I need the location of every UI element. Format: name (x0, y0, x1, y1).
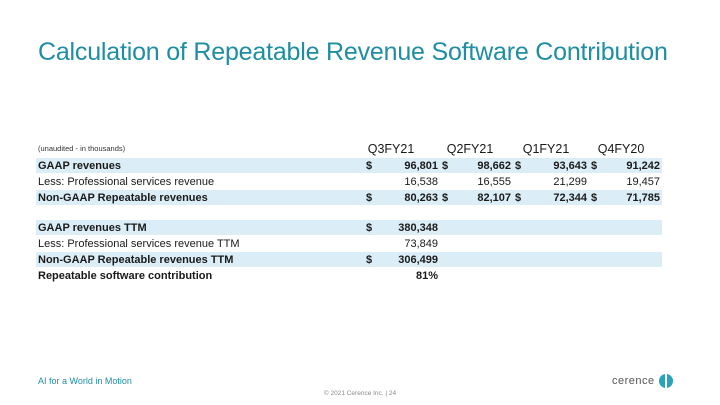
row-label: Repeatable software contribution (38, 270, 213, 282)
cell-value: 380,348 (398, 222, 438, 234)
cell-value: 73,849 (404, 238, 438, 250)
row-label: GAAP revenues (38, 160, 121, 172)
footer-tagline: AI for a World in Motion (38, 376, 132, 386)
row-label: GAAP revenues TTM (38, 222, 147, 234)
cell-value: 306,499 (398, 254, 438, 266)
table-row: Less: Professional services revenue TTM … (36, 236, 662, 252)
cell-value: 98,662 (477, 160, 511, 172)
logo-text: cerence (612, 375, 655, 387)
cell-value: 81% (415, 270, 438, 282)
revenue-table: (unaudited - in thousands) Q3FY21 Q2FY21… (36, 140, 662, 284)
company-logo: cerence (612, 374, 673, 388)
page-title: Calculation of Repeatable Revenue Softwa… (38, 38, 668, 66)
row-label: Non-GAAP Repeatable revenues (38, 192, 208, 204)
cell-value: 96,801 (404, 160, 438, 172)
column-header-q1fy21: Q1FY21 (522, 142, 570, 156)
table-row: GAAP revenues TTM $ 380,348 (36, 220, 662, 236)
cell-value: 16,538 (404, 176, 438, 188)
currency-symbol: $ (442, 192, 449, 204)
cell-value: 93,643 (553, 160, 587, 172)
currency-symbol: $ (442, 160, 449, 172)
cell-value: 71,785 (626, 192, 660, 204)
cell-value: 21,299 (553, 176, 587, 188)
currency-symbol: $ (366, 254, 373, 266)
cell-value: 91,242 (626, 160, 660, 172)
row-label: Less: Professional services revenue TTM (38, 238, 240, 250)
currency-symbol: $ (366, 192, 373, 204)
cell-value: 80,263 (404, 192, 438, 204)
cell-value: 16,555 (477, 176, 511, 188)
currency-symbol: $ (591, 192, 598, 204)
table-row: Less: Professional services revenue 16,5… (36, 174, 662, 190)
column-header-q3fy21: Q3FY21 (367, 142, 415, 156)
currency-symbol: $ (515, 160, 522, 172)
currency-symbol: $ (515, 192, 522, 204)
currency-symbol: $ (366, 160, 373, 172)
table-header-row: (unaudited - in thousands) Q3FY21 Q2FY21… (36, 140, 662, 158)
table-row: Non-GAAP Repeatable revenues $ 80,263 $ … (36, 190, 662, 206)
row-label: Less: Professional services revenue (38, 176, 215, 188)
table-spacer (36, 206, 662, 220)
currency-symbol: $ (591, 160, 598, 172)
cell-value: 19,457 (626, 176, 660, 188)
footer-copyright: © 2021 Cerence Inc. | 24 (323, 390, 397, 397)
table-note: (unaudited - in thousands) (38, 144, 126, 153)
table-row: GAAP revenues $ 96,801 $ 98,662 $ 93,643… (36, 158, 662, 174)
currency-symbol: $ (366, 222, 373, 234)
table-row: Non-GAAP Repeatable revenues TTM $ 306,4… (36, 252, 662, 268)
row-label: Non-GAAP Repeatable revenues TTM (38, 254, 234, 266)
logo-mark-icon (658, 374, 673, 388)
column-header-q4fy20: Q4FY20 (597, 142, 645, 156)
cell-value: 72,344 (553, 192, 587, 204)
cell-value: 82,107 (477, 192, 511, 204)
table-row: Repeatable software contribution 81% (36, 268, 662, 284)
column-header-q2fy21: Q2FY21 (446, 142, 494, 156)
